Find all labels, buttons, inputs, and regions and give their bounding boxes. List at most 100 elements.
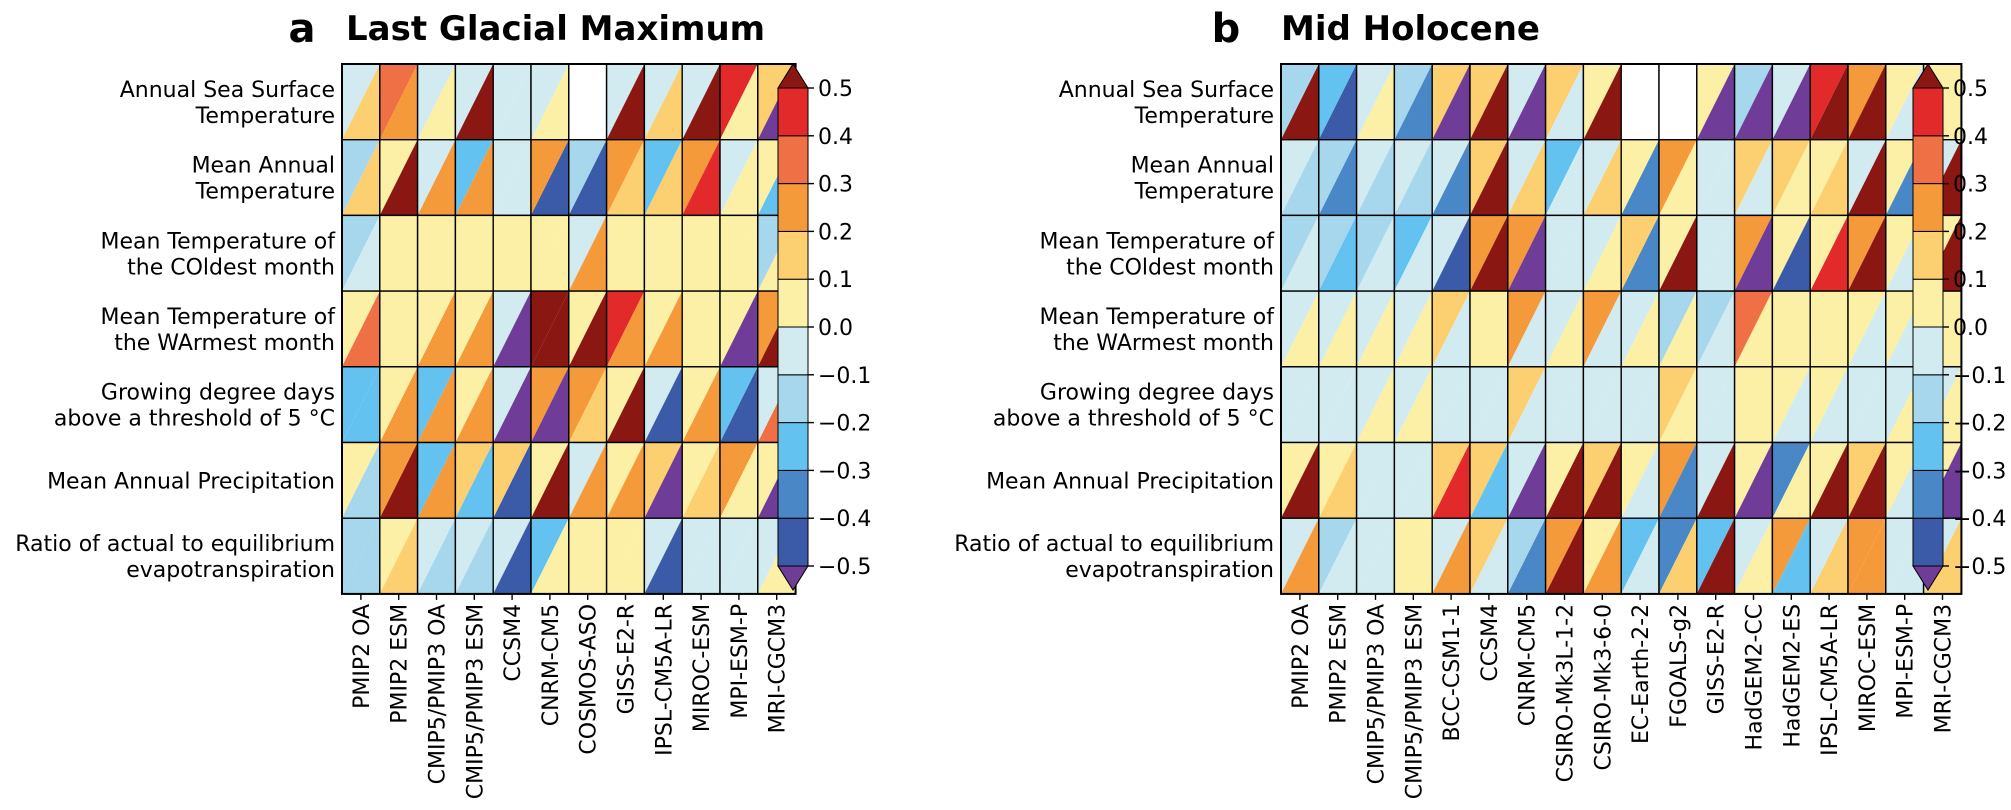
cell-lower-triangle — [1659, 518, 1697, 594]
heatmap-cell — [416, 517, 457, 595]
cell-lower-triangle — [1734, 366, 1773, 443]
column-label: CMIP5/PMIP3 ESM — [1402, 604, 1427, 799]
cell-lower-triangle — [682, 291, 720, 367]
cell-upper-triangle — [1885, 215, 1924, 292]
cell-lower-triangle — [644, 139, 683, 216]
cell-upper-triangle — [1734, 139, 1773, 216]
cell-lower-triangle — [720, 215, 758, 292]
heatmap-cell — [1318, 366, 1358, 444]
heatmap-cell — [1658, 63, 1698, 141]
cell-upper-triangle — [531, 64, 569, 140]
cell-lower-triangle — [644, 518, 683, 594]
heatmap-cell — [1733, 290, 1774, 368]
panel-b-mid-holocene: b Mid Holocene Annual Sea SurfaceTempera… — [954, 6, 2006, 799]
cell-lower-triangle — [1507, 215, 1546, 292]
cell-lower-triangle — [1318, 442, 1357, 519]
heatmap-cell — [1733, 214, 1774, 292]
row-label: Mean Temperature of — [101, 229, 337, 254]
cell-upper-triangle — [1281, 139, 1319, 216]
heatmap-cell — [1733, 441, 1774, 519]
cell-upper-triangle — [1545, 518, 1584, 594]
cell-upper-triangle — [644, 518, 683, 594]
heatmap-cell — [492, 63, 532, 141]
cell-upper-triangle — [1696, 518, 1735, 594]
heatmap-cell — [1544, 138, 1585, 217]
heatmap-cell — [1469, 63, 1509, 141]
cell-lower-triangle — [417, 442, 456, 519]
heatmap-cell — [1431, 214, 1471, 292]
heatmap-cell — [719, 290, 759, 368]
column-label: CMIP5/PMIP3 ESM — [463, 604, 488, 799]
cell-upper-triangle — [455, 64, 494, 140]
heatmap-cell — [1809, 441, 1849, 519]
column-label: COSMOS-ASO — [577, 604, 602, 755]
cell-lower-triangle — [1583, 291, 1622, 367]
colorbar-over-arrow — [1912, 63, 1944, 89]
cell-upper-triangle — [1583, 442, 1622, 519]
heatmap-cell — [416, 366, 457, 444]
cell-lower-triangle — [1432, 139, 1470, 216]
heatmap-cell — [1696, 441, 1736, 519]
cell-lower-triangle — [379, 64, 418, 140]
heatmap-cell — [568, 517, 608, 595]
cell-upper-triangle — [1885, 64, 1924, 140]
heatmap-cell — [568, 63, 608, 141]
row-label: Annual Sea Surface — [120, 78, 335, 103]
heatmap-cell — [1771, 63, 1811, 141]
cell-upper-triangle — [379, 291, 418, 367]
heatmap-cell — [1809, 517, 1849, 595]
colorbar-tick-label: −0.3 — [818, 459, 871, 484]
heatmap-cell — [1355, 366, 1396, 444]
cell-lower-triangle — [1583, 139, 1622, 216]
heatmap-cell — [681, 290, 721, 368]
heatmap-cell — [1431, 366, 1471, 444]
cell-lower-triangle — [1318, 139, 1357, 216]
colorbar-tick-label: −0.1 — [1953, 364, 2006, 389]
heatmap-cell — [643, 290, 683, 368]
heatmap-cell — [1620, 441, 1660, 519]
row-label: Mean Temperature of — [1040, 229, 1276, 254]
panel-a-column-labels: PMIP2 OA PMIP2 ESM CMIP5/PMIP3 OA CMIP5/PMI… — [350, 593, 791, 799]
cell-lower-triangle — [606, 64, 645, 140]
cell-upper-triangle — [1696, 139, 1735, 216]
heatmap-cell — [1393, 214, 1433, 292]
cell-lower-triangle — [1734, 64, 1773, 140]
cell-lower-triangle — [1281, 291, 1319, 367]
heatmap-cell — [1544, 517, 1585, 595]
panel-a-last-glacial-maximum: a Last Glacial Maximum Annual Sea Surfac… — [15, 6, 871, 799]
cell-upper-triangle — [531, 518, 569, 594]
cell-lower-triangle — [1470, 139, 1508, 216]
cell-upper-triangle — [1848, 291, 1886, 367]
cell-upper-triangle — [531, 291, 569, 367]
heatmap-cell — [1507, 517, 1547, 595]
column-label: PMIP2 OA — [350, 604, 375, 709]
cell-upper-triangle — [1772, 442, 1811, 519]
heatmap-cell — [681, 441, 721, 519]
heatmap-cell — [1733, 517, 1774, 595]
cell-upper-triangle — [1583, 139, 1622, 216]
cell-lower-triangle — [1318, 518, 1357, 594]
cell-upper-triangle — [606, 139, 645, 216]
cell-upper-triangle — [1734, 291, 1773, 367]
cell-lower-triangle — [493, 139, 531, 216]
cell-upper-triangle — [1810, 291, 1848, 367]
cell-upper-triangle — [568, 366, 607, 443]
heatmap-cell — [1620, 214, 1660, 292]
cell-upper-triangle — [1432, 291, 1470, 367]
cell-lower-triangle — [1356, 64, 1395, 140]
cell-lower-triangle — [531, 366, 569, 443]
heatmap-cell — [719, 441, 759, 519]
column-label: PMIP2 ESM — [388, 604, 413, 724]
cell-lower-triangle — [417, 366, 456, 443]
heatmap-cell — [1620, 517, 1660, 595]
cell-upper-triangle — [493, 518, 531, 594]
cell-lower-triangle — [455, 366, 494, 443]
heatmap-cell — [1771, 138, 1811, 217]
cell-lower-triangle — [1281, 518, 1319, 594]
cell-lower-triangle — [1848, 215, 1886, 292]
heatmap-cell — [1507, 366, 1547, 444]
colorbar-tick-label: −0.5 — [1953, 555, 2006, 580]
heatmap-cell — [1393, 63, 1433, 141]
cell-lower-triangle — [1507, 442, 1546, 519]
